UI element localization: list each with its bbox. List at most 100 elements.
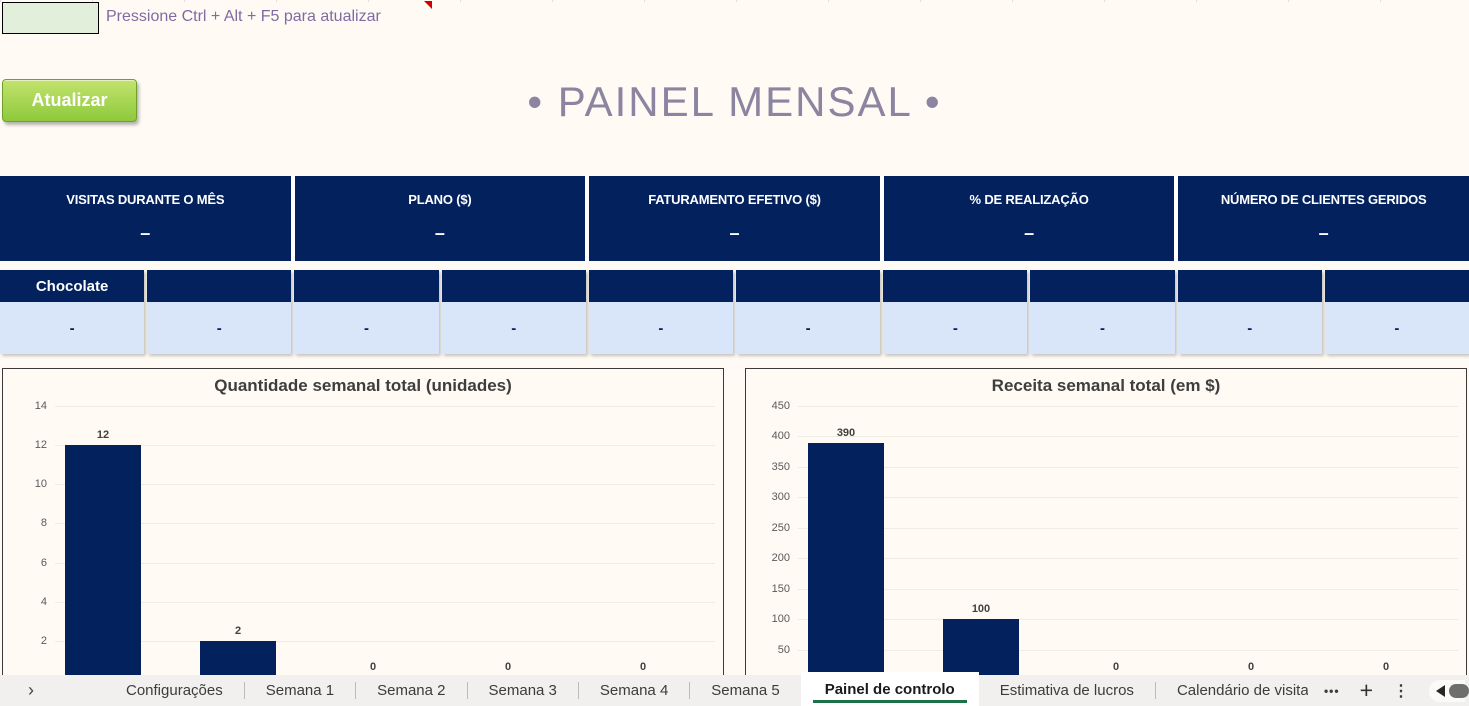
product-card-header — [147, 270, 292, 302]
y-axis-tick-label: 2 — [40, 634, 47, 647]
product-cards-row: Chocolate - - - - - - - - - - — [0, 270, 1469, 354]
tab-separator — [466, 682, 468, 699]
tab-semana-2[interactable]: Semana 2 — [377, 682, 446, 699]
tab-semana-4[interactable]: Semana 4 — [599, 682, 669, 699]
product-card-value: - — [0, 302, 145, 354]
tab-configura-es[interactable]: Configurações — [126, 682, 223, 699]
product-card-value: - — [441, 302, 586, 354]
product-card-value: - — [1030, 302, 1175, 354]
gridline — [798, 436, 1458, 438]
kpi-value: – — [140, 223, 151, 243]
bar-data-label: 12 — [96, 429, 110, 442]
gridline — [798, 497, 1458, 499]
bar-week-1 — [808, 442, 884, 680]
tab-semana-3[interactable]: Semana 3 — [488, 682, 557, 699]
tab-painel-de-controlo[interactable]: Painel de controlo — [800, 672, 979, 706]
product-card-9[interactable]: - — [1324, 270, 1469, 354]
product-card-5[interactable]: - — [736, 270, 881, 354]
scrollbar-thumb[interactable] — [1449, 683, 1469, 698]
tab-scrollbar[interactable] — [1429, 679, 1469, 702]
kpi-box-3: % DE REALIZAÇÃO – — [883, 176, 1175, 261]
kpi-label: VISITAS DURANTE O MÊS — [66, 192, 225, 207]
kpi-label: NÚMERO DE CLIENTES GERIDOS — [1220, 192, 1427, 207]
kpi-box-1: PLANO ($) – — [294, 176, 586, 261]
product-card-header — [441, 270, 586, 302]
gridline — [798, 466, 1458, 468]
product-card-4[interactable]: - — [588, 270, 734, 354]
gridline — [55, 484, 715, 486]
refresh-button[interactable]: Atualizar — [2, 79, 137, 122]
y-axis-tick-label: 50 — [777, 643, 790, 656]
y-axis-tick-label: 8 — [40, 517, 47, 530]
y-axis-tick-label: 12 — [34, 439, 47, 452]
kpi-box-2: FATURAMENTO EFETIVO ($) – — [589, 176, 880, 261]
chart-title: Receita semanal total (em $) — [991, 376, 1221, 395]
sheet-tab-bar: › Configurações Semana 1 Semana 2 Semana 3 S… — [0, 672, 1469, 706]
comment-marker-icon — [424, 1, 432, 9]
kpi-box-0: VISITAS DURANTE O MÊS – — [0, 176, 291, 261]
product-card-7[interactable]: - — [1030, 270, 1175, 354]
chart-weekly-quantity: Quantidade semanal total (unidades) 2 4 6 8… — [2, 368, 724, 706]
y-axis-tick-label: 200 — [771, 552, 790, 565]
gridline — [798, 558, 1458, 560]
kpi-label: % DE REALIZAÇÃO — [969, 192, 1089, 207]
update-hint-cell[interactable] — [2, 2, 99, 34]
product-card-header — [1177, 270, 1322, 302]
page-title: • PAINEL MENSAL • — [527, 78, 942, 125]
bar-week-2 — [943, 619, 1019, 680]
kpi-label: PLANO ($) — [408, 192, 472, 207]
product-card-6[interactable]: - — [883, 270, 1028, 354]
plot-area: 50 100 150 200 250 300 350 400 450 390 100 0 0 0 — [746, 369, 1466, 705]
bar-data-label: 0 — [1382, 661, 1390, 673]
kpi-value: – — [434, 223, 445, 243]
y-axis-tick-label: 100 — [771, 613, 790, 626]
product-card-header — [1324, 270, 1469, 302]
kpi-value: – — [1318, 223, 1329, 243]
product-card-header: Chocolate — [0, 270, 145, 302]
product-card-header — [294, 270, 439, 302]
tab-semana-5[interactable]: Semana 5 — [711, 682, 780, 699]
y-axis-tick-label: 400 — [771, 430, 790, 443]
y-axis-tick-label: 4 — [40, 595, 47, 608]
product-card-value: - — [147, 302, 292, 354]
scroll-left-icon[interactable] — [1436, 684, 1445, 697]
y-axis-tick-label: 150 — [771, 582, 790, 595]
tab-estimativa-de-lucros[interactable]: Estimativa de lucros — [999, 682, 1134, 699]
product-card-header — [736, 270, 881, 302]
bar-week-1 — [65, 445, 141, 680]
product-card-value: - — [736, 302, 881, 354]
gridline — [55, 562, 715, 564]
product-card-value: - — [294, 302, 439, 354]
product-card-1[interactable]: - — [147, 270, 292, 354]
bar-data-label: 390 — [836, 426, 856, 439]
sheet-menu-icon[interactable]: ⋮ — [1393, 682, 1409, 700]
product-card-value: - — [588, 302, 734, 354]
gridline — [798, 527, 1458, 529]
add-sheet-icon[interactable]: + — [1359, 677, 1373, 703]
tab-separator — [243, 682, 245, 699]
tab-semana-1[interactable]: Semana 1 — [265, 682, 335, 699]
bar-data-label: 0 — [639, 661, 647, 673]
bar-data-label: 0 — [504, 661, 512, 673]
product-card-0[interactable]: Chocolate - — [0, 270, 145, 354]
gridline — [798, 649, 1458, 651]
product-card-2[interactable]: - — [294, 270, 439, 354]
kpi-box-4: NÚMERO DE CLIENTES GERIDOS – — [1178, 176, 1469, 261]
y-axis-tick-label: 10 — [34, 478, 47, 491]
product-card-3[interactable]: - — [441, 270, 586, 354]
y-axis-tick-label: 250 — [771, 521, 790, 534]
gridline — [798, 619, 1458, 621]
update-hint-text: Pressione Ctrl + Alt + F5 para atualizar — [106, 8, 381, 25]
sheet-nav-arrow-icon[interactable]: › — [28, 680, 34, 700]
tab-calend-rio-de-visitas[interactable]: Calendário de visitas — [1176, 682, 1308, 699]
tab-separator — [689, 682, 691, 699]
tab-separator — [577, 682, 579, 699]
chart-title: Quantidade semanal total (unidades) — [214, 376, 512, 395]
bar-week-2 — [200, 640, 276, 680]
more-sheets-icon[interactable]: ••• — [1323, 683, 1340, 698]
gridline — [55, 601, 715, 603]
kpi-label: FATURAMENTO EFETIVO ($) — [648, 192, 821, 207]
gridline — [798, 588, 1458, 590]
product-card-8[interactable]: - — [1177, 270, 1322, 354]
tabbar-extras: ••• + ⋮ — [1324, 677, 1469, 704]
